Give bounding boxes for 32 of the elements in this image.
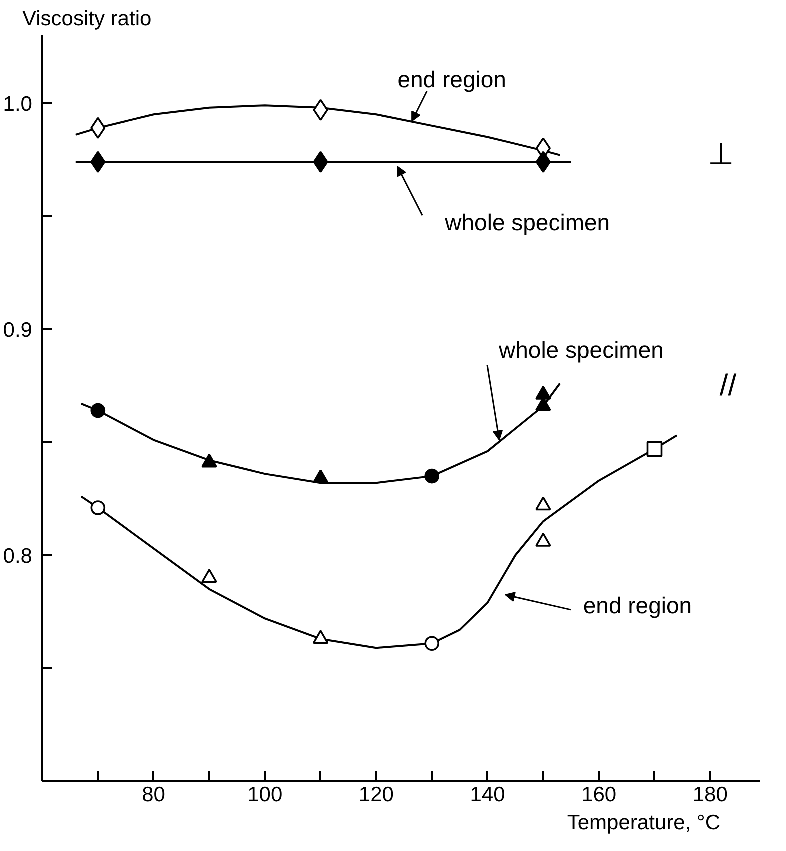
x-tick-label: 180	[692, 784, 728, 806]
point	[536, 386, 552, 400]
y-axis-title: Viscosity ratio	[22, 8, 152, 30]
x-tick-label: 100	[248, 784, 283, 806]
x-axis-title: Temperature, °C	[567, 812, 721, 834]
y-tick-label: 1.0	[3, 92, 33, 116]
x-tick-label: 140	[470, 784, 506, 806]
point	[312, 630, 329, 644]
point	[536, 532, 552, 547]
annotation: whole specimen	[498, 337, 664, 364]
annotation: //	[720, 370, 738, 403]
point	[313, 151, 328, 173]
point	[202, 569, 218, 583]
point	[536, 151, 551, 173]
x-tick-label: 120	[358, 784, 394, 806]
annotation: whole specimen	[444, 210, 610, 236]
y-tick-label: 0.8	[3, 544, 33, 568]
x-tick-label: 160	[582, 784, 617, 806]
x-tick-label: 80	[142, 784, 166, 806]
point	[536, 496, 552, 511]
annotation: end region	[398, 66, 506, 92]
point	[313, 99, 328, 121]
point	[646, 441, 663, 458]
annotation: ⊥	[708, 138, 734, 172]
point	[90, 151, 106, 173]
annotation: end region	[583, 592, 692, 618]
point	[90, 403, 106, 418]
point	[202, 454, 218, 468]
y-tick-label: 0.9	[3, 318, 33, 342]
point	[424, 468, 440, 484]
point	[312, 470, 329, 484]
line-series	[80, 382, 562, 484]
